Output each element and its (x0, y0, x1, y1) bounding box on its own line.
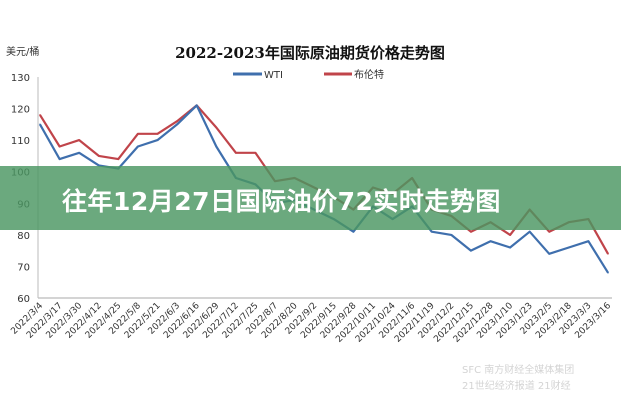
data-point-wti (352, 230, 355, 233)
data-point-wti (137, 145, 139, 148)
data-point-wti (58, 158, 61, 160)
data-point-brent (58, 145, 61, 148)
headline-text: 往年12月27日国际油价72实时走势图 (62, 187, 501, 216)
data-point-brent (137, 133, 139, 135)
data-point-wti (195, 104, 198, 107)
data-point-wti (156, 139, 159, 141)
data-point-brent (156, 133, 159, 135)
data-point-wti (528, 230, 531, 233)
y-tick-label: 130 (11, 73, 30, 84)
data-point-wti (568, 246, 570, 249)
data-point-brent (39, 114, 41, 116)
watermark-logo-sfc: SFC 南方财经全媒体集团 (462, 365, 575, 376)
data-point-wti (215, 145, 218, 148)
data-point-wti (450, 234, 453, 236)
data-point-brent (215, 126, 218, 129)
y-tick-label: 110 (11, 136, 30, 147)
data-point-wti (176, 123, 178, 126)
data-point-brent (470, 230, 472, 233)
data-point-wti (97, 164, 100, 167)
data-point-brent (548, 230, 551, 233)
y-tick-label: 120 (11, 105, 30, 116)
data-point-brent (607, 253, 609, 255)
watermark-logo-21: 21世纪经济报道 21财经 (462, 381, 571, 392)
data-point-wti (587, 240, 590, 242)
data-point-brent (117, 158, 120, 160)
data-point-wti (548, 253, 551, 255)
y-tick-label: 80 (17, 231, 30, 242)
data-point-wti (78, 151, 80, 154)
data-point-wti (489, 240, 492, 242)
legend-label-brent: 布伦特 (354, 68, 384, 81)
data-point-brent (176, 120, 178, 122)
data-point-brent (78, 139, 80, 141)
data-point-wti (39, 123, 41, 126)
data-point-wti (607, 271, 609, 274)
data-point-brent (97, 155, 100, 157)
data-point-wti (430, 230, 433, 233)
chart-title: 2022-2023年国际原油期货价格走势图 (175, 44, 445, 62)
legend-label-wti: WTI (264, 70, 283, 81)
data-point-wti (470, 249, 472, 252)
data-point-brent (509, 234, 511, 236)
headline-banner (0, 166, 621, 230)
data-point-brent (254, 151, 257, 154)
y-axis-label: 美元/桶 (6, 45, 39, 58)
y-tick-label: 60 (17, 294, 30, 305)
data-point-wti (509, 246, 511, 249)
legend: WTI 布伦特 (233, 68, 384, 81)
y-tick-label: 70 (17, 262, 30, 273)
data-point-brent (235, 151, 237, 154)
